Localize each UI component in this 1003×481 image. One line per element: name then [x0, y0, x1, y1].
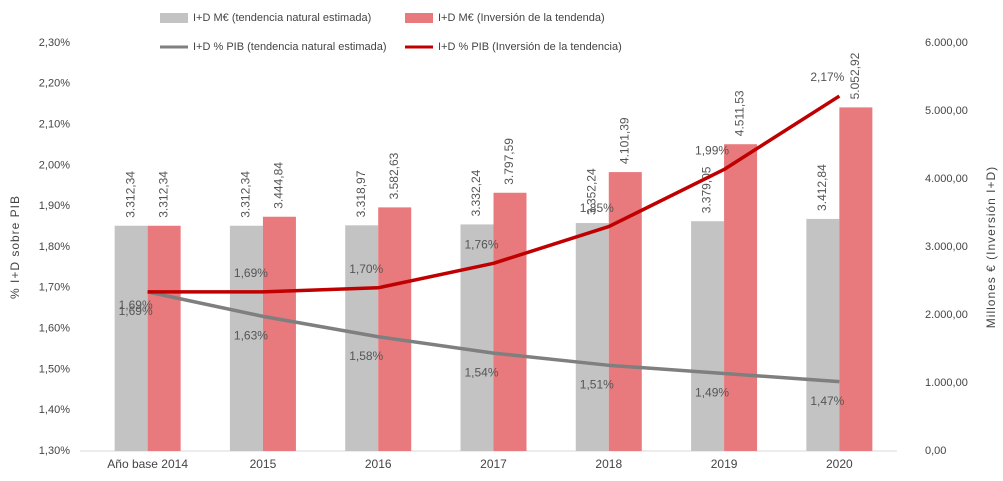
y2-tick-label: 1.000,00: [925, 377, 968, 389]
bar: [147, 225, 181, 451]
bar: [378, 207, 412, 451]
x-tick-label: 2016: [365, 457, 392, 471]
y-tick-label: 2,30%: [39, 37, 70, 49]
legend-label: I+D % PIB (Inversión de la tendencia): [438, 41, 622, 53]
y-axis-title: % I+D sobre PIB: [8, 195, 22, 299]
bar: [839, 107, 873, 452]
y-tick-label: 1,80%: [39, 241, 70, 253]
bar-value-label: 3.444,84: [272, 162, 286, 209]
y-tick-label: 1,60%: [39, 323, 70, 335]
y-tick-label: 1,70%: [39, 282, 70, 294]
y-tick-label: 1,30%: [39, 445, 70, 457]
y2-tick-label: 4.000,00: [925, 173, 968, 185]
bar-value-label: 5.052,92: [848, 52, 862, 99]
bar: [114, 225, 148, 451]
legend-swatch: [405, 13, 433, 23]
line-value-label: 1,99%: [695, 144, 729, 158]
line-value-label: 1,49%: [695, 386, 729, 400]
line: [147, 290, 840, 384]
x-tick-label: Año base 2014: [107, 457, 188, 471]
bar-value-label: 3.312,34: [239, 171, 253, 218]
bar: [262, 216, 296, 451]
bar: [806, 218, 840, 451]
bar: [493, 192, 527, 451]
y2-tick-label: 2.000,00: [925, 309, 968, 321]
bar-value-label: 3.412,84: [815, 164, 829, 211]
line-value-label: 1,69%: [234, 266, 268, 280]
line-value-label: 1,69%: [119, 304, 153, 318]
line-value-label: 1,63%: [234, 329, 268, 343]
bar: [229, 225, 263, 451]
line-value-label: 1,58%: [349, 349, 383, 363]
bar: [345, 225, 379, 451]
x-tick-label: 2018: [595, 457, 622, 471]
bar-value-label: 3.352,24: [584, 168, 598, 215]
bar-value-label: 3.332,24: [469, 169, 483, 216]
bar-value-label: 3.318,97: [354, 170, 368, 217]
bar: [724, 144, 758, 452]
y2-tick-label: 0,00: [925, 445, 946, 457]
line-value-label: 1,76%: [464, 237, 498, 251]
line-value-label: 1,85%: [580, 201, 614, 215]
y-tick-label: 2,20%: [39, 78, 70, 90]
y-tick-label: 1,90%: [39, 200, 70, 212]
line-value-label: 1,51%: [580, 377, 614, 391]
y2-tick-label: 5.000,00: [925, 105, 968, 117]
bar-value-label: 3.312,34: [123, 171, 137, 218]
bar: [575, 223, 609, 451]
bar-value-label: 3.312,34: [156, 171, 170, 218]
bar: [460, 224, 494, 451]
y-tick-label: 1,50%: [39, 363, 70, 375]
line-value-label: 2,17%: [810, 70, 844, 84]
bar-value-label: 3.797,59: [502, 138, 516, 185]
x-tick-label: 2015: [250, 457, 277, 471]
y-tick-label: 2,00%: [39, 159, 70, 171]
line: [147, 94, 841, 294]
y-tick-label: 1,40%: [39, 404, 70, 416]
legend-label: I+D % PIB (tendencia natural estimada): [193, 41, 387, 53]
x-tick-label: 2017: [480, 457, 507, 471]
y2-tick-label: 3.000,00: [925, 241, 968, 253]
y2-axis-title: Millones € (Inversión I+D): [984, 166, 998, 328]
line-value-label: 1,54%: [464, 365, 498, 379]
bar: [691, 221, 725, 451]
x-tick-label: 2020: [826, 457, 853, 471]
bar-value-label: 3.379,05: [700, 166, 714, 213]
line-value-label: 1,69%: [119, 298, 153, 312]
bar-value-label: 4.511,53: [733, 90, 747, 136]
legend-swatch: [160, 13, 188, 23]
legend-label: I+D M€ (tendencia natural estimada): [193, 12, 371, 24]
bar-value-label: 4.101,39: [617, 117, 631, 164]
legend-label: I+D M€ (Inversión de la tendenda): [438, 12, 605, 24]
line-value-label: 1,70%: [349, 262, 383, 276]
bar-value-label: 3.582,63: [387, 152, 401, 199]
y-tick-label: 2,10%: [39, 119, 70, 131]
line-value-label: 1,47%: [810, 394, 844, 408]
y2-tick-label: 6.000,00: [925, 37, 968, 49]
x-tick-label: 2019: [711, 457, 738, 471]
